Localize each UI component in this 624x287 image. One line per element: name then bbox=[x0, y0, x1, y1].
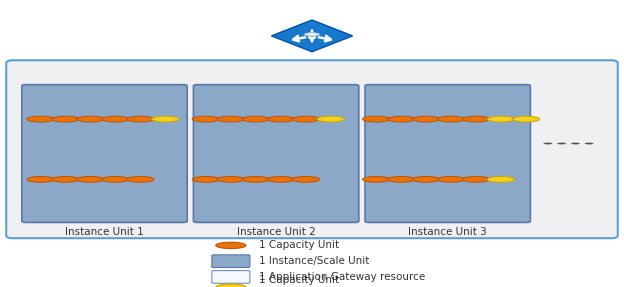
Ellipse shape bbox=[77, 177, 104, 182]
Ellipse shape bbox=[462, 116, 490, 122]
Ellipse shape bbox=[267, 177, 295, 182]
Ellipse shape bbox=[52, 177, 79, 182]
Text: Instance Unit 3: Instance Unit 3 bbox=[408, 227, 487, 237]
Ellipse shape bbox=[292, 116, 319, 122]
FancyBboxPatch shape bbox=[22, 85, 187, 222]
Ellipse shape bbox=[557, 143, 566, 144]
Ellipse shape bbox=[152, 116, 179, 122]
FancyBboxPatch shape bbox=[6, 60, 618, 238]
Ellipse shape bbox=[27, 116, 54, 122]
Ellipse shape bbox=[305, 33, 319, 36]
Text: Instance Unit 1: Instance Unit 1 bbox=[65, 227, 144, 237]
Ellipse shape bbox=[388, 177, 415, 182]
Text: 1 Instance/Scale Unit: 1 Instance/Scale Unit bbox=[259, 256, 369, 266]
Ellipse shape bbox=[27, 177, 54, 182]
FancyBboxPatch shape bbox=[193, 85, 359, 222]
Ellipse shape bbox=[571, 143, 580, 144]
Ellipse shape bbox=[127, 116, 154, 122]
Ellipse shape bbox=[52, 116, 79, 122]
Ellipse shape bbox=[216, 242, 246, 249]
Ellipse shape bbox=[363, 116, 390, 122]
Ellipse shape bbox=[77, 116, 104, 122]
Ellipse shape bbox=[102, 116, 129, 122]
Ellipse shape bbox=[292, 177, 319, 182]
Ellipse shape bbox=[217, 116, 245, 122]
Ellipse shape bbox=[437, 116, 465, 122]
Text: Instance Unit 2: Instance Unit 2 bbox=[236, 227, 316, 237]
Ellipse shape bbox=[267, 116, 295, 122]
Text: 1 Capacity Unit: 1 Capacity Unit bbox=[259, 241, 339, 250]
Ellipse shape bbox=[512, 116, 540, 122]
Ellipse shape bbox=[388, 116, 415, 122]
Ellipse shape bbox=[487, 177, 515, 182]
Text: 1 Application Gateway resource: 1 Application Gateway resource bbox=[259, 272, 425, 282]
Ellipse shape bbox=[544, 143, 552, 144]
FancyBboxPatch shape bbox=[212, 255, 250, 267]
Ellipse shape bbox=[437, 177, 465, 182]
Ellipse shape bbox=[462, 177, 490, 182]
Ellipse shape bbox=[216, 284, 246, 287]
Ellipse shape bbox=[585, 143, 593, 144]
Text: 1 Capacity Unit
(Additional over min of 10/Instance
based on usage): 1 Capacity Unit (Additional over min of … bbox=[259, 275, 443, 287]
Ellipse shape bbox=[363, 177, 390, 182]
Ellipse shape bbox=[192, 177, 220, 182]
FancyBboxPatch shape bbox=[365, 85, 530, 222]
Ellipse shape bbox=[127, 177, 154, 182]
FancyBboxPatch shape bbox=[212, 271, 250, 283]
Polygon shape bbox=[271, 20, 353, 52]
Ellipse shape bbox=[217, 177, 245, 182]
Ellipse shape bbox=[317, 116, 344, 122]
Ellipse shape bbox=[242, 116, 270, 122]
Ellipse shape bbox=[487, 116, 515, 122]
Ellipse shape bbox=[102, 177, 129, 182]
Ellipse shape bbox=[412, 177, 440, 182]
Ellipse shape bbox=[412, 116, 440, 122]
Ellipse shape bbox=[242, 177, 270, 182]
Ellipse shape bbox=[192, 116, 220, 122]
